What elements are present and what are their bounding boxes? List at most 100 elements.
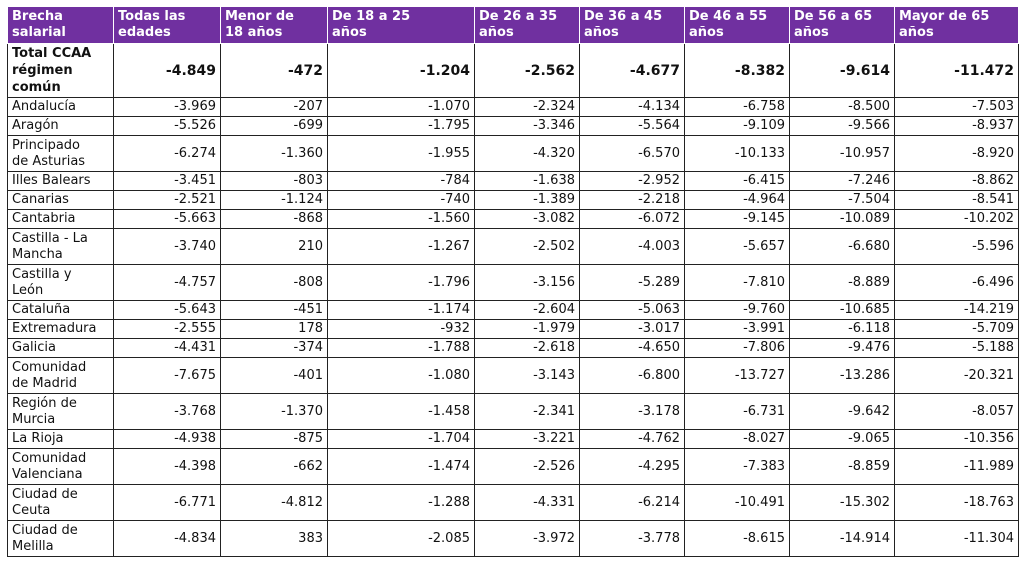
value-cell: -1.474 (327, 448, 475, 485)
value-cell: -8.615 (684, 520, 790, 557)
value-cell: -5.596 (894, 228, 1019, 265)
value-cell: -9.760 (684, 300, 790, 320)
value-cell: -2.341 (474, 393, 580, 430)
table-row: Cantabria -5.663 -868 -1.560 -3.082 -6.072 -9.… (7, 209, 1019, 229)
column-header: Brecha salarial (7, 6, 114, 44)
value-cell: -5.657 (684, 228, 790, 265)
table-row: Andalucía -3.969 -207 -1.070 -2.324 -4.134 -6.… (7, 97, 1019, 117)
table-row: La Rioja -4.938 -875 -1.704 -3.221 -4.762 -8.0… (7, 429, 1019, 449)
value-cell: -2.952 (579, 171, 685, 191)
table-header-row: Brecha salarial Todas las edades Menor de … (7, 6, 1019, 44)
table-row: Aragón -5.526 -699 -1.795 -3.346 -5.564 -9.109… (7, 116, 1019, 136)
table-row: Comunidad Valenciana -4.398 -662 -1.474 -2.5… (7, 448, 1019, 485)
value-cell: -1.979 (474, 319, 580, 339)
value-cell: -1.267 (327, 228, 475, 265)
table-row: Canarias -2.521 -1.124 -740 -1.389 -2.218 -4.9… (7, 190, 1019, 210)
value-cell: -1.704 (327, 429, 475, 449)
table-row: Principado de Asturias -6.274 -1.360 -1.955… (7, 135, 1019, 172)
value-cell: -7.675 (113, 357, 221, 394)
value-cell: -374 (220, 338, 328, 358)
value-cell: -4.757 (113, 264, 221, 301)
region-name-cell: Aragón (7, 116, 114, 136)
value-cell: -2.618 (474, 338, 580, 358)
value-cell: -868 (220, 209, 328, 229)
value-cell: -20.321 (894, 357, 1019, 394)
value-cell: -1.638 (474, 171, 580, 191)
value-cell: -472 (220, 43, 328, 98)
region-name-cell: Cataluña (7, 300, 114, 320)
value-cell: -8.889 (789, 264, 895, 301)
value-cell: 178 (220, 319, 328, 339)
value-cell: -803 (220, 171, 328, 191)
total-row: Total CCAA régimen común -4.849 -472 -1.204… (7, 43, 1019, 98)
table-row: Ciudad de Melilla -4.834 383 -2.085 -3.972 -3… (7, 520, 1019, 557)
value-cell: -7.383 (684, 448, 790, 485)
column-header: Menor de 18 años (220, 6, 328, 44)
value-cell: -10.957 (789, 135, 895, 172)
value-cell: -6.274 (113, 135, 221, 172)
value-cell: -4.762 (579, 429, 685, 449)
value-cell: -4.849 (113, 43, 221, 98)
region-name-cell: Comunidad de Madrid (7, 357, 114, 394)
value-cell: -5.063 (579, 300, 685, 320)
table-row: Extremadura -2.555 178 -932 -1.979 -3.017 -3.9… (7, 319, 1019, 339)
value-cell: -3.991 (684, 319, 790, 339)
value-cell: -6.570 (579, 135, 685, 172)
value-cell: -10.356 (894, 429, 1019, 449)
value-cell: -3.969 (113, 97, 221, 117)
value-cell: -7.806 (684, 338, 790, 358)
value-cell: -8.862 (894, 171, 1019, 191)
value-cell: -6.415 (684, 171, 790, 191)
value-cell: -6.680 (789, 228, 895, 265)
value-cell: -2.085 (327, 520, 475, 557)
value-cell: -1.788 (327, 338, 475, 358)
value-cell: -2.218 (579, 190, 685, 210)
table-row: Región de Murcia -3.768 -1.370 -1.458 -2.341… (7, 393, 1019, 430)
value-cell: -4.331 (474, 484, 580, 521)
region-name-cell: Galicia (7, 338, 114, 358)
value-cell: -699 (220, 116, 328, 136)
region-name-cell: Ciudad de Melilla (7, 520, 114, 557)
value-cell: -1.080 (327, 357, 475, 394)
value-cell: -10.685 (789, 300, 895, 320)
value-cell: -6.118 (789, 319, 895, 339)
value-cell: -5.289 (579, 264, 685, 301)
value-cell: -875 (220, 429, 328, 449)
value-cell: -4.812 (220, 484, 328, 521)
value-cell: -1.560 (327, 209, 475, 229)
column-header: Mayor de 65 años (894, 6, 1019, 44)
value-cell: -5.526 (113, 116, 221, 136)
value-cell: -3.221 (474, 429, 580, 449)
value-cell: -4.964 (684, 190, 790, 210)
value-cell: -3.768 (113, 393, 221, 430)
value-cell: -9.065 (789, 429, 895, 449)
value-cell: -9.476 (789, 338, 895, 358)
region-name-cell: Castilla y León (7, 264, 114, 301)
value-cell: -8.937 (894, 116, 1019, 136)
value-cell: -451 (220, 300, 328, 320)
value-cell: -5.643 (113, 300, 221, 320)
value-cell: -6.758 (684, 97, 790, 117)
value-cell: -13.286 (789, 357, 895, 394)
value-cell: -14.914 (789, 520, 895, 557)
value-cell: -11.472 (894, 43, 1019, 98)
value-cell: -9.145 (684, 209, 790, 229)
value-cell: -4.938 (113, 429, 221, 449)
value-cell: -10.133 (684, 135, 790, 172)
value-cell: -1.796 (327, 264, 475, 301)
region-name-cell: Andalucía (7, 97, 114, 117)
value-cell: 210 (220, 228, 328, 265)
value-cell: -740 (327, 190, 475, 210)
table-row: Illes Balears -3.451 -803 -784 -1.638 -2.952-… (7, 171, 1019, 191)
value-cell: -5.663 (113, 209, 221, 229)
value-cell: -4.320 (474, 135, 580, 172)
column-header: De 36 a 45 años (579, 6, 685, 44)
value-cell: -401 (220, 357, 328, 394)
column-header: De 56 a 65 años (789, 6, 895, 44)
value-cell: -3.778 (579, 520, 685, 557)
value-cell: -6.800 (579, 357, 685, 394)
value-cell: -1.204 (327, 43, 475, 98)
value-cell: -4.003 (579, 228, 685, 265)
value-cell: -4.677 (579, 43, 685, 98)
value-cell: -5.188 (894, 338, 1019, 358)
